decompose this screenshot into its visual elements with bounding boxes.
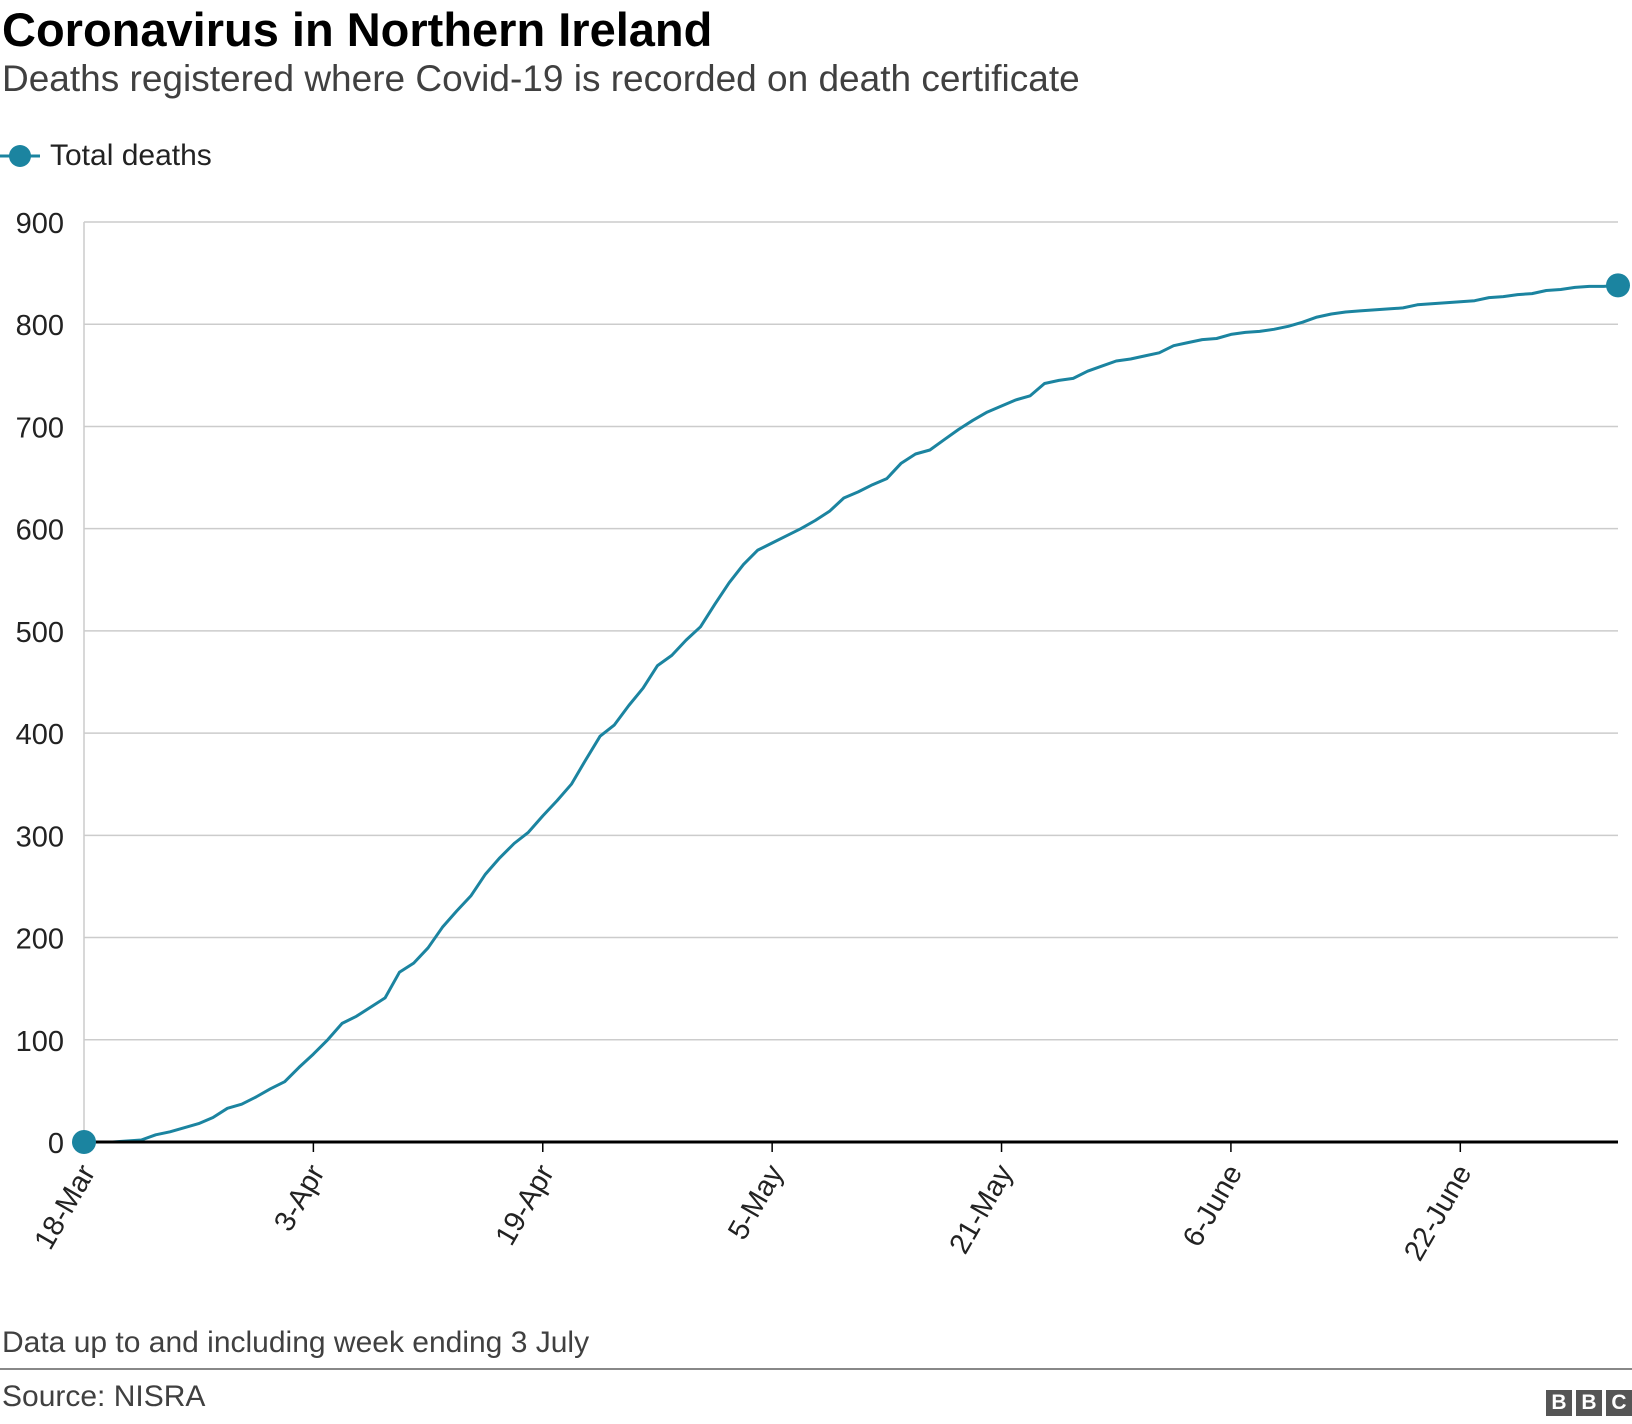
y-tick-label: 100	[16, 1026, 64, 1058]
x-tick-label: 19-Apr	[490, 1159, 561, 1251]
y-tick-label: 300	[16, 821, 64, 853]
y-tick-label: 400	[16, 719, 64, 751]
bbc-logo: B B C	[1546, 1390, 1632, 1416]
series-line-total-deaths	[82, 283, 1620, 1144]
legend: Total deaths	[0, 136, 212, 176]
y-tick-label: 800	[16, 310, 64, 342]
logo-letter: B	[1546, 1390, 1572, 1416]
y-tick-label: 700	[16, 412, 64, 444]
footer-divider	[0, 1368, 1632, 1370]
logo-letter: C	[1606, 1390, 1632, 1416]
y-tick-label: 600	[16, 515, 64, 547]
chart-title: Coronavirus in Northern Ireland	[2, 3, 713, 56]
legend-line-marker-icon	[0, 145, 40, 167]
x-tick-label: 3-Apr	[268, 1159, 331, 1237]
x-tick-label: 21-May	[944, 1159, 1020, 1259]
logo-letter: B	[1576, 1390, 1602, 1416]
x-tick-label: 18-Mar	[28, 1159, 102, 1255]
y-tick-label: 900	[16, 208, 64, 240]
x-tick-label: 6-June	[1177, 1160, 1249, 1253]
y-tick-label: 200	[16, 924, 64, 956]
data-point-first	[72, 1130, 96, 1154]
source-label: Source: NISRA	[2, 1380, 206, 1413]
legend-label: Total deaths	[50, 139, 212, 172]
footnote: Data up to and including week ending 3 J…	[2, 1326, 590, 1359]
x-tick-label: 5-May	[722, 1159, 790, 1245]
chart-subtitle: Deaths registered where Covid-19 is reco…	[2, 58, 1080, 99]
y-tick-label: 0	[48, 1128, 64, 1160]
x-tick-label: 22-June	[1398, 1160, 1478, 1267]
data-point-last	[1606, 273, 1630, 298]
y-tick-label: 500	[16, 617, 64, 649]
line-chart: 0 100 200 300 400 500 600 700 800 900 18-Mar 3-Apr 1…	[16, 208, 1630, 1267]
